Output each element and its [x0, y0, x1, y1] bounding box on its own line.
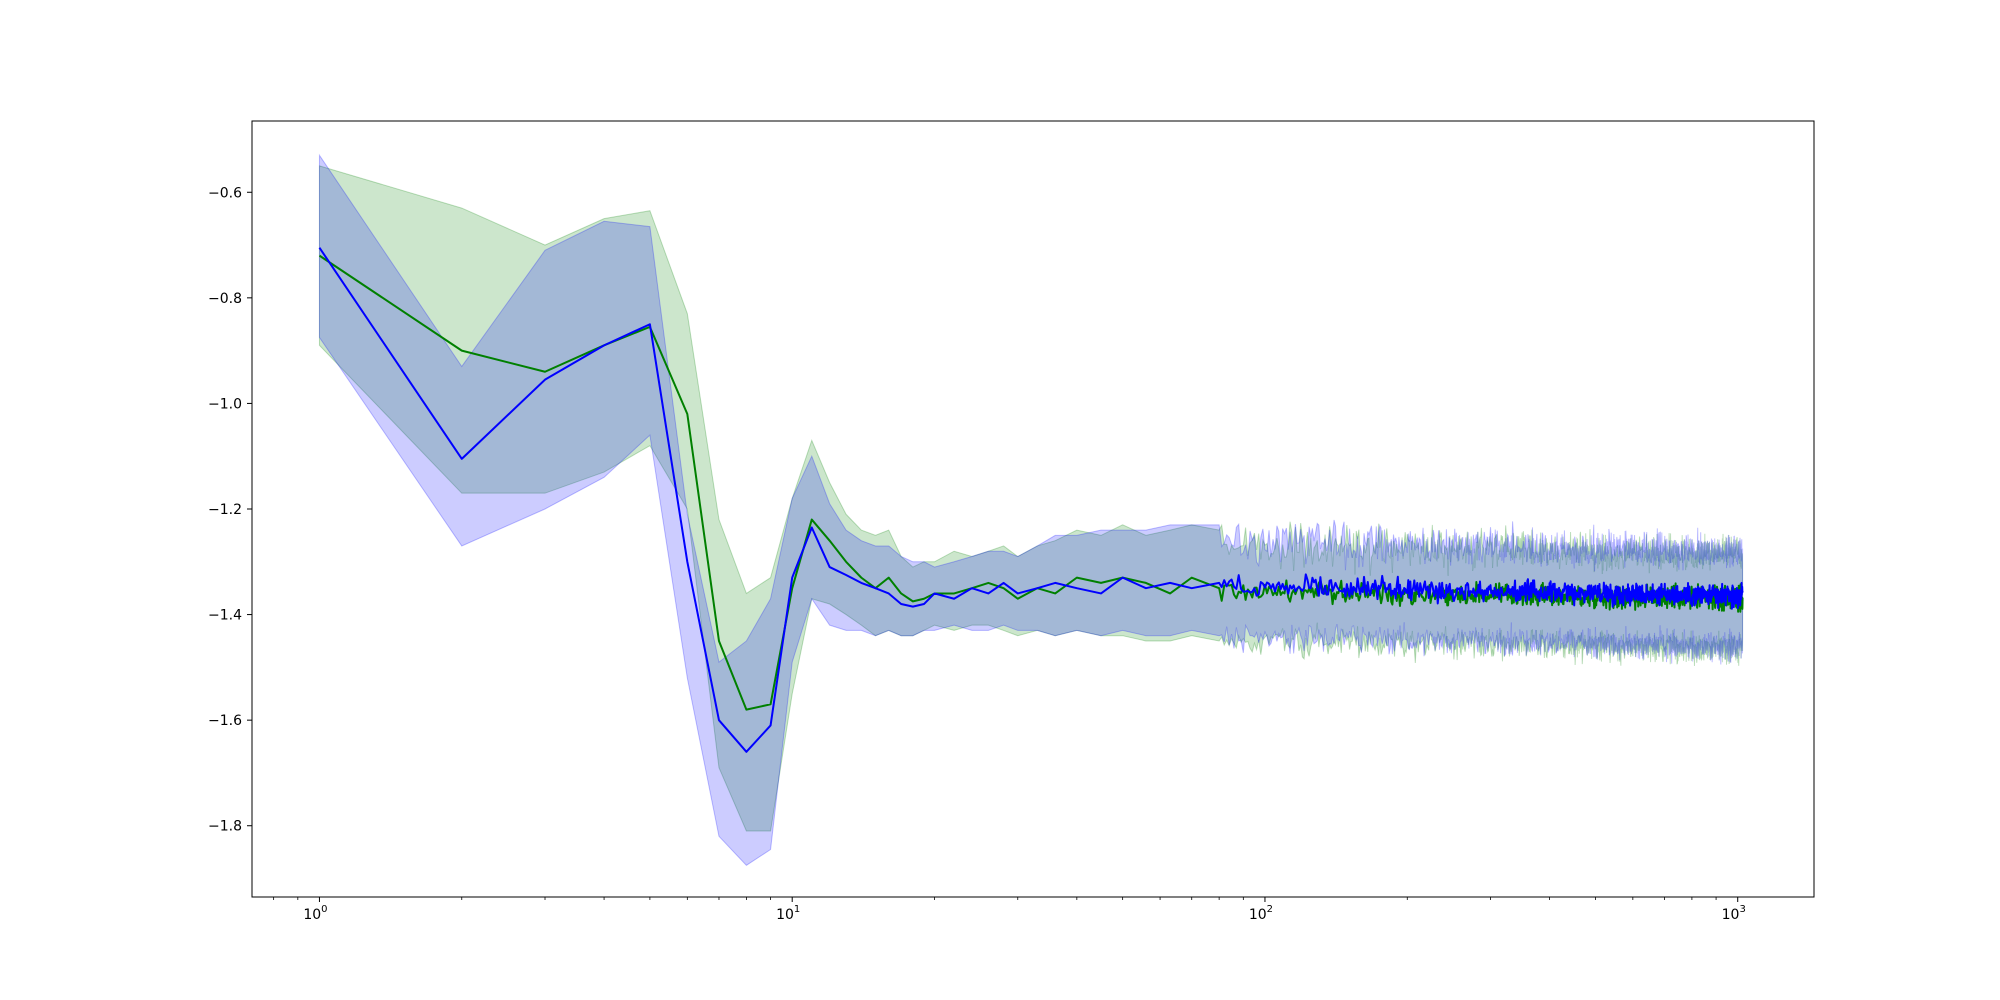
x-tick-label: 101	[776, 904, 800, 923]
axes: −0.6 −0.8 −1.0 −1.2 −1.4 −1.6 −1.8 100 101 102 103	[208, 185, 1746, 923]
series-group	[318, 153, 1744, 866]
x-tick-label: 102	[1249, 904, 1273, 923]
x-tick-label: 103	[1722, 904, 1746, 923]
series-2-confidence-band	[318, 153, 1744, 866]
y-tick-label: −0.6	[208, 185, 242, 201]
x-tick-label: 100	[303, 904, 327, 923]
y-tick-label: −1.6	[208, 713, 242, 729]
y-tick-label: −1.8	[208, 819, 242, 835]
series-1-confidence-band	[318, 165, 1744, 832]
y-tick-label: −0.8	[208, 291, 242, 307]
y-tick-label: −1.0	[208, 396, 242, 412]
plot-area	[318, 153, 1744, 866]
y-tick-label: −1.2	[208, 502, 242, 518]
y-tick-label: −1.4	[208, 608, 242, 624]
series-2-line	[318, 247, 1744, 753]
axes-frame	[251, 120, 1815, 898]
